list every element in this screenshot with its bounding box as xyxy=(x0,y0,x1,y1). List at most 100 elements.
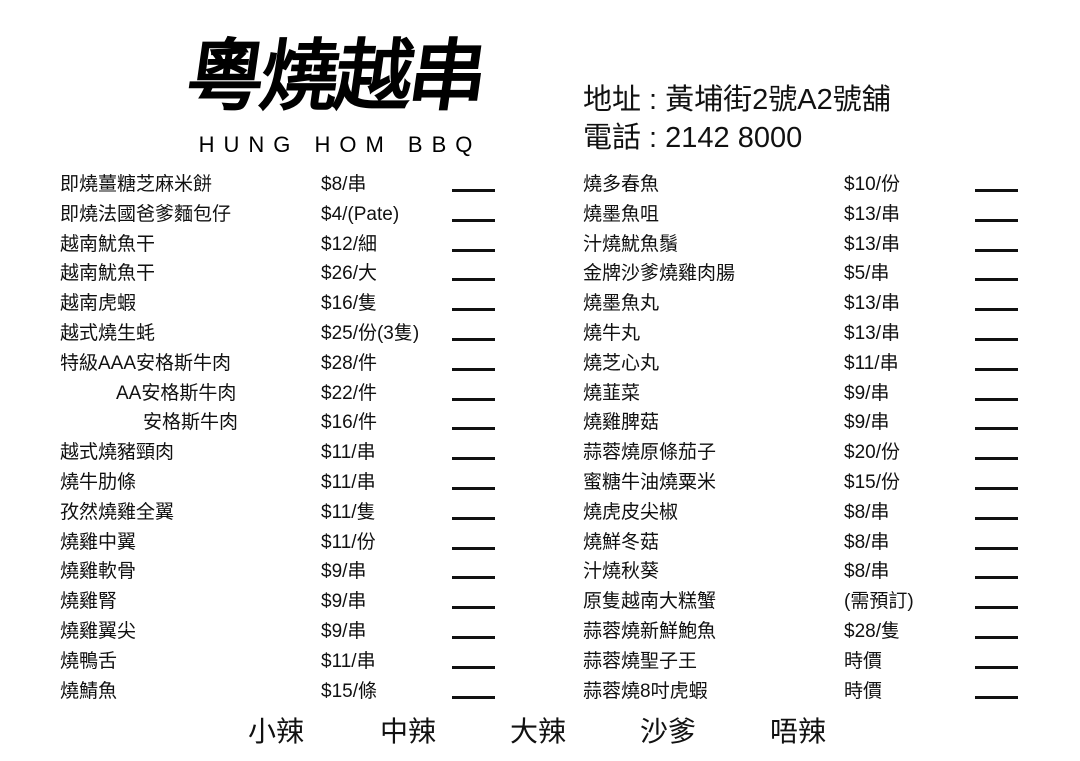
menu-item: 燒虎皮尖椒 $8/串 xyxy=(583,498,1063,528)
item-name: 燒墨魚咀 xyxy=(583,203,660,225)
quantity-blank-line[interactable] xyxy=(452,606,495,610)
item-price: $8/串 xyxy=(844,561,890,583)
phone: 電話 : 2142 8000 xyxy=(583,122,803,154)
item-price: $9/串 xyxy=(321,621,367,642)
spice-option[interactable]: 小辣 xyxy=(248,716,305,747)
quantity-blank-line[interactable] xyxy=(975,487,1018,490)
menu-item: 金牌沙爹燒雞肉腸 $5/串 xyxy=(583,259,1063,289)
item-name: 即燒法國爸爹麵包仔 xyxy=(60,203,232,225)
menu-item: 越南魷魚干 $12/細 xyxy=(60,230,540,260)
quantity-blank-line[interactable] xyxy=(452,367,495,371)
item-price: $9/串 xyxy=(321,561,367,583)
item-name: 燒韮菜 xyxy=(583,382,641,404)
quantity-blank-line[interactable] xyxy=(975,308,1018,312)
item-name: 燒雞中翼 xyxy=(60,531,137,553)
item-name: 蒜蓉燒原條茄子 xyxy=(583,442,717,464)
quantity-blank-line[interactable] xyxy=(975,457,1018,461)
item-price: $12/細 xyxy=(321,233,377,255)
item-price: $8/串 xyxy=(321,174,367,195)
menu-item: 燒鮮冬菇 $8/串 xyxy=(583,528,1063,558)
item-price: $11/串 xyxy=(321,442,376,464)
quantity-blank-line[interactable] xyxy=(452,218,495,222)
quantity-blank-line[interactable] xyxy=(452,248,495,252)
quantity-blank-line[interactable] xyxy=(975,546,1018,550)
quantity-blank-line[interactable] xyxy=(452,516,495,520)
menu-item: 燒雞軟骨 $9/串 xyxy=(60,557,540,587)
quantity-blank-line[interactable] xyxy=(452,457,495,461)
spice-option[interactable]: 大辣 xyxy=(510,716,567,747)
item-price: $20/份 xyxy=(844,442,900,464)
spice-option[interactable]: 唔辣 xyxy=(770,716,827,747)
quantity-blank-line[interactable] xyxy=(975,338,1018,341)
item-price: $15/份 xyxy=(844,472,900,493)
item-price: $8/串 xyxy=(844,531,890,553)
quantity-blank-line[interactable] xyxy=(452,308,495,312)
item-price: $13/串 xyxy=(844,293,900,315)
quantity-blank-line[interactable] xyxy=(975,248,1018,252)
spice-option[interactable]: 中辣 xyxy=(380,716,437,747)
quantity-blank-line[interactable] xyxy=(975,606,1018,610)
item-price: $11/隻 xyxy=(321,501,376,523)
quantity-blank-line[interactable] xyxy=(452,636,495,639)
menu-item: 蒜蓉燒聖子王 時價 xyxy=(583,647,1063,677)
item-name: 燒雞脾菇 xyxy=(583,412,660,434)
item-name: 蒜蓉燒聖子王 xyxy=(583,650,698,672)
quantity-blank-line[interactable] xyxy=(452,278,495,282)
quantity-blank-line[interactable] xyxy=(975,576,1018,580)
quantity-blank-line[interactable] xyxy=(452,665,495,669)
menu-item: 燒鯖魚 $15/條 xyxy=(60,677,540,707)
quantity-blank-line[interactable] xyxy=(975,695,1018,699)
item-name: 即燒薑糖芝麻米餅 xyxy=(60,174,213,195)
menu-item: 汁燒魷魚鬚 $13/串 xyxy=(583,230,1063,260)
item-price: $9/串 xyxy=(844,412,890,434)
address: 地址 : 黃埔街2號A2號舖 xyxy=(583,84,891,116)
quantity-blank-line[interactable] xyxy=(452,397,495,401)
quantity-blank-line[interactable] xyxy=(975,367,1018,371)
logo-chinese: 粵燒越串 xyxy=(180,31,490,122)
spice-option[interactable]: 沙爹 xyxy=(640,716,697,747)
item-price: $4/(Pate) xyxy=(321,203,400,225)
item-name: AA安格斯牛肉 xyxy=(116,382,237,404)
item-name: 越式燒豬頸肉 xyxy=(60,442,175,464)
menu-item: 燒鴨舌 $11/串 xyxy=(60,647,540,677)
item-name: 蜜糖牛油燒粟米 xyxy=(583,472,717,493)
item-name: 燒多春魚 xyxy=(583,174,660,195)
item-name: 燒牛丸 xyxy=(583,323,641,344)
quantity-blank-line[interactable] xyxy=(452,189,495,192)
menu-item: AA安格斯牛肉 $22/件 xyxy=(60,379,540,409)
quantity-blank-line[interactable] xyxy=(975,397,1018,401)
menu-item: 越南虎蝦 $16/隻 xyxy=(60,289,540,319)
menu-item: 燒牛丸 $13/串 xyxy=(583,319,1063,349)
item-name: 蒜蓉燒8吋虎蝦 xyxy=(583,680,708,702)
item-name: 汁燒秋葵 xyxy=(583,561,660,583)
menu-item: 燒雞翼尖 $9/串 xyxy=(60,617,540,647)
item-name: 金牌沙爹燒雞肉腸 xyxy=(583,263,736,285)
quantity-blank-line[interactable] xyxy=(975,636,1018,639)
quantity-blank-line[interactable] xyxy=(452,695,495,699)
quantity-blank-line[interactable] xyxy=(975,189,1018,192)
item-price: $10/份 xyxy=(844,174,900,195)
item-name: 特級AAA安格斯牛肉 xyxy=(60,352,232,374)
quantity-blank-line[interactable] xyxy=(452,338,495,341)
quantity-blank-line[interactable] xyxy=(452,487,495,490)
item-price: (需預訂) xyxy=(844,591,914,613)
item-name: 越南魷魚干 xyxy=(60,263,156,285)
quantity-blank-line[interactable] xyxy=(975,427,1018,431)
quantity-blank-line[interactable] xyxy=(452,427,495,431)
item-price: $8/串 xyxy=(844,501,890,523)
quantity-blank-line[interactable] xyxy=(975,278,1018,282)
item-name: 燒虎皮尖椒 xyxy=(583,501,679,523)
item-price: $11/串 xyxy=(844,352,899,374)
item-name: 燒鯖魚 xyxy=(60,680,118,702)
quantity-blank-line[interactable] xyxy=(975,665,1018,669)
menu-item: 燒多春魚 $10/份 xyxy=(583,170,1063,200)
menu-item: 安格斯牛肉 $16/件 xyxy=(60,408,540,438)
quantity-blank-line[interactable] xyxy=(975,218,1018,222)
quantity-blank-line[interactable] xyxy=(452,576,495,580)
quantity-blank-line[interactable] xyxy=(975,516,1018,520)
item-price: $22/件 xyxy=(321,382,377,404)
item-price: $13/串 xyxy=(844,323,900,344)
quantity-blank-line[interactable] xyxy=(452,546,495,550)
menu-item: 孜然燒雞全翼 $11/隻 xyxy=(60,498,540,528)
menu-item: 越式燒豬頸肉 $11/串 xyxy=(60,438,540,468)
